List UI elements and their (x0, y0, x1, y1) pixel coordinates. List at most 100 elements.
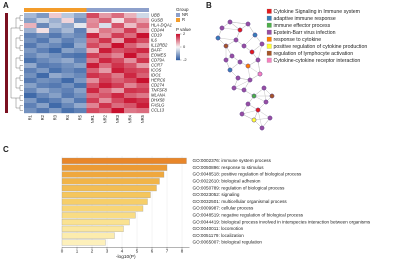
heat-cell (24, 83, 37, 89)
colorbar-cell (176, 44, 180, 47)
legend-title: Group (176, 7, 189, 12)
dendro-branch (19, 85, 23, 91)
colorbar-cell (176, 41, 180, 44)
heat-cell (111, 108, 125, 114)
group-cell (124, 8, 137, 12)
dendro-branch (19, 35, 23, 41)
network-node (269, 93, 275, 99)
bar-label: GO:0009987: cellular process (193, 206, 254, 211)
heat-cell (99, 43, 112, 49)
colorbar-cell (176, 47, 180, 50)
edge (243, 34, 256, 47)
heat-cell (49, 28, 62, 34)
edge (257, 109, 271, 119)
group-cell (61, 8, 74, 12)
edge (229, 21, 249, 25)
dendro-branch (15, 97, 20, 109)
bar-label: GO:0050789: regulation of biological pro… (193, 185, 286, 190)
colorbar-cell (176, 34, 180, 37)
heat-cell (61, 18, 75, 24)
heat-cell (24, 13, 37, 19)
heat-cell (24, 38, 37, 44)
colorbar-tick-label: 2 (183, 31, 186, 36)
bar (61, 232, 115, 239)
heat-cell (36, 48, 50, 54)
heat-cell (111, 48, 125, 54)
dendro-branch (15, 77, 20, 89)
heat-cell (111, 18, 125, 24)
heat-cell (86, 93, 100, 99)
network-node (252, 32, 258, 38)
network-node (251, 117, 257, 123)
network-node (239, 111, 245, 117)
edge (257, 59, 261, 75)
heat-cell (49, 23, 62, 29)
heat-cell (74, 88, 87, 94)
dendro-branch (15, 57, 20, 69)
heat-cell (49, 58, 62, 64)
legend-label: response to cytokine (274, 37, 322, 43)
heat-cell (111, 88, 125, 94)
heat-cell (74, 13, 87, 19)
dendrogram (10, 15, 23, 111)
legend-label: regulation of lymphocyte activation (274, 51, 354, 57)
bar-label: GO:0044419: biological process involved … (193, 219, 371, 224)
column-label: NR1 (90, 114, 95, 123)
heat-cell (99, 98, 112, 104)
bar (61, 219, 130, 226)
heat-cell (36, 43, 50, 49)
legend-label: NR (182, 12, 188, 17)
network-node (233, 37, 239, 43)
heat-cell (86, 18, 100, 24)
heat-cell (36, 98, 50, 104)
heat-cell (99, 63, 112, 69)
legend-swatch (266, 50, 272, 56)
heat-cell (24, 43, 37, 49)
group-cell (49, 8, 62, 12)
heat-cell (86, 13, 100, 19)
heat-cell (61, 38, 75, 44)
heat-cell (86, 78, 100, 84)
column-label: R4 (65, 114, 70, 120)
heat-cell (61, 103, 75, 109)
heat-cell (99, 38, 112, 44)
heat-cell (99, 83, 112, 89)
colorbar-cell (176, 55, 180, 58)
heat-cell (74, 48, 87, 54)
heat-cell (124, 33, 137, 39)
edge (221, 27, 241, 31)
bar (61, 212, 136, 219)
x-tick-label: 7 (166, 249, 169, 254)
heat-cell (136, 23, 150, 29)
heat-cell (111, 43, 125, 49)
colorbar-title: P value (176, 27, 191, 32)
heat-cell (111, 73, 125, 79)
heat-cell (49, 13, 62, 19)
heat-cell (36, 58, 50, 64)
heat-cell (61, 23, 75, 29)
network-node (241, 87, 247, 93)
bar (61, 225, 124, 232)
heat-cell (86, 48, 100, 54)
edge (247, 65, 261, 75)
group-cell (86, 8, 99, 12)
heat-cell (74, 63, 87, 69)
heat-cell (111, 58, 125, 64)
heat-cell (36, 28, 50, 34)
row-label: IL12RB2 (151, 43, 168, 48)
heat-cell (99, 48, 112, 54)
bar-label: GO:0022610: biological adhesion (193, 179, 261, 184)
heat-cell (61, 63, 75, 69)
heat-cell (111, 23, 125, 29)
bar (61, 191, 151, 198)
bar-label: GO:0040011: locomotion (193, 226, 244, 231)
network-node (231, 85, 237, 91)
heat-cell (74, 53, 87, 59)
colorbar-cell (176, 54, 180, 57)
heat-cell (124, 103, 137, 109)
heat-cell (111, 103, 125, 109)
panel-letter: A (3, 1, 9, 10)
network-node (235, 75, 241, 81)
legend-swatch (266, 57, 272, 63)
heat-cell (86, 68, 100, 74)
